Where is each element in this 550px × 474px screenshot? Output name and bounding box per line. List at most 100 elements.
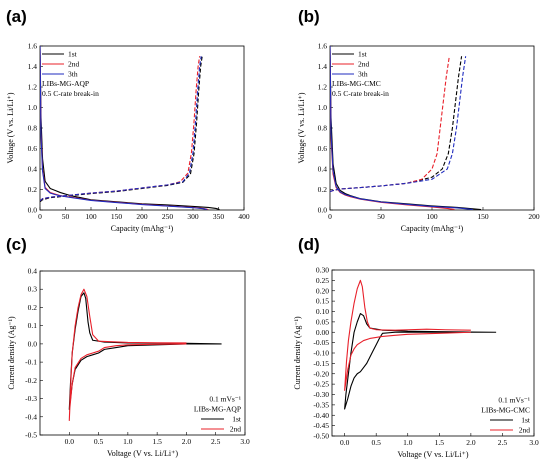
y-tick-label: 0.00 — [316, 328, 329, 337]
y-tick-label: 0.10 — [316, 307, 329, 316]
legend-label: 1st — [358, 50, 368, 59]
y-tick-label: -0.45 — [313, 421, 329, 430]
x-tick-label: 200 — [528, 212, 540, 221]
y-tick-label: -0.10 — [313, 349, 329, 358]
y-tick-label: -0.20 — [313, 369, 329, 378]
x-tick-label: 100 — [85, 212, 97, 221]
series-line-1st — [68, 292, 222, 411]
y-axis-label: Voltage (V vs. Li/Li⁺) — [6, 92, 15, 163]
y-tick-label: 0.8 — [28, 124, 38, 133]
y-tick-label: 0.20 — [316, 286, 329, 295]
series-line-3th-charge — [40, 56, 202, 202]
y-tick-label: 0.4 — [28, 165, 38, 174]
y-tick-label: 0.05 — [316, 317, 329, 326]
x-tick-label: 0 — [38, 212, 42, 221]
x-tick-label: 100 — [426, 212, 438, 221]
x-axis-label: Capacity (mAhg⁻¹) — [111, 224, 174, 233]
series-line-1st-discharge — [330, 46, 482, 210]
y-tick-label: -0.2 — [25, 376, 37, 385]
annotation: LIBs-MG-CMC — [481, 406, 530, 415]
y-tick-label: 0.3 — [28, 285, 38, 294]
x-tick-label: 50 — [377, 212, 385, 221]
x-tick-label: 1.5 — [435, 438, 445, 447]
legend-label: 1st — [68, 50, 78, 59]
x-tick-label: 0.5 — [94, 437, 104, 446]
y-tick-label: 0.2 — [28, 303, 38, 312]
panel-c: (c) 0.0 0.5 1.0 1.5 2.0 2.5 3.0 -0.5 -0.4 -0.3 -0.2… — [6, 235, 250, 458]
x-tick-label: 0 — [328, 212, 332, 221]
panel-letter: (d) — [298, 235, 320, 254]
y-tick-label: 0.8 — [318, 124, 328, 133]
y-tick-label: -0.05 — [313, 338, 329, 347]
annotation: 0.5 C-rate break-in — [332, 89, 389, 98]
panel-letter: (a) — [6, 7, 27, 26]
panel-letter: (b) — [298, 7, 320, 26]
x-tick-label: 350 — [213, 212, 225, 221]
x-tick-label: 150 — [111, 212, 123, 221]
y-tick-label: 0.0 — [28, 206, 38, 215]
x-tick-label: 250 — [162, 212, 174, 221]
y-tick-label: 1.0 — [28, 103, 38, 112]
annotation: LIBs-MG-AQP — [42, 79, 89, 88]
y-tick-label: 1.4 — [28, 62, 38, 71]
legend-label: 2nd — [519, 426, 531, 435]
annotation: LIBs-MG-AQP — [194, 405, 241, 414]
x-tick-label: 2.0 — [182, 437, 192, 446]
series-line-2nd-charge — [330, 56, 450, 193]
y-tick-label: -0.30 — [313, 390, 329, 399]
x-tick-label: 3.0 — [240, 437, 250, 446]
legend-label: 3th — [358, 70, 368, 79]
legend-label: 1st — [521, 416, 531, 425]
x-tick-label: 3.0 — [529, 438, 539, 447]
x-axis-label: Voltage (V vs. Li/Li⁺) — [397, 450, 468, 459]
y-tick-label: 0.30 — [316, 266, 329, 275]
y-axis-label: Voltage (V vs. Li/Li⁺) — [297, 92, 306, 163]
y-tick-label: 0.6 — [318, 144, 328, 153]
series-line-2nd — [344, 279, 471, 391]
x-tick-label: 2.5 — [211, 437, 221, 446]
x-tick-label: 200 — [136, 212, 148, 221]
legend-label: 1st — [232, 415, 242, 424]
annotation: LIBs-MG-CMC — [332, 79, 381, 88]
y-tick-label: 0.1 — [28, 321, 38, 330]
series-line-3th-charge — [330, 56, 467, 193]
panel-d: (d) 0.0 0.5 1.0 1.5 2.0 2.5 3.0 -0.50 -0.45-0.40 -… — [293, 235, 539, 459]
y-tick-label: -0.3 — [25, 394, 37, 403]
series-line-2nd — [68, 288, 187, 421]
series-line-1st — [344, 313, 497, 410]
y-tick-label: 0.4 — [28, 267, 38, 276]
annotation: 0.1 mVs⁻¹ — [498, 396, 530, 405]
legend-label: 2nd — [358, 60, 370, 69]
x-tick-label: 2.5 — [498, 438, 508, 447]
plot-frame — [39, 270, 246, 436]
y-tick-label: 0.2 — [318, 185, 328, 194]
x-tick-label: 1.5 — [152, 437, 162, 446]
annotation: 0.5 C-rate break-in — [42, 89, 99, 98]
y-axis-label: Current density (Ag⁻¹) — [293, 316, 302, 390]
y-tick-label: -0.1 — [25, 358, 37, 367]
x-tick-label: 150 — [477, 212, 489, 221]
x-axis-label: Capacity (mAhg⁻¹) — [401, 224, 464, 233]
y-tick-label: 0.6 — [28, 144, 38, 153]
y-tick-label: 1.6 — [318, 42, 328, 51]
x-tick-label: 0.5 — [372, 438, 382, 447]
y-tick-label: 1.0 — [318, 103, 328, 112]
y-tick-label: 1.2 — [318, 83, 328, 92]
series-line-2nd-discharge — [40, 46, 209, 210]
legend-label: 2nd — [68, 60, 80, 69]
x-tick-label: 400 — [238, 212, 250, 221]
panel-letter: (c) — [6, 235, 27, 254]
y-tick-label: -0.5 — [25, 431, 37, 440]
x-tick-label: 0.0 — [65, 437, 75, 446]
y-tick-label: -0.25 — [313, 380, 329, 389]
x-axis-label: Voltage (V vs. Li/Li⁺) — [107, 449, 178, 458]
y-tick-label: 1.2 — [28, 83, 38, 92]
series-line-1st-discharge — [40, 46, 220, 210]
y-tick-label: 0.2 — [28, 185, 38, 194]
y-axis-label: Current density (Ag⁻¹) — [7, 316, 16, 390]
y-tick-label: 0.15 — [316, 297, 329, 306]
series-line-3th-discharge — [40, 46, 208, 210]
series-line-3th-discharge — [330, 46, 473, 210]
y-tick-label: -0.15 — [313, 359, 329, 368]
